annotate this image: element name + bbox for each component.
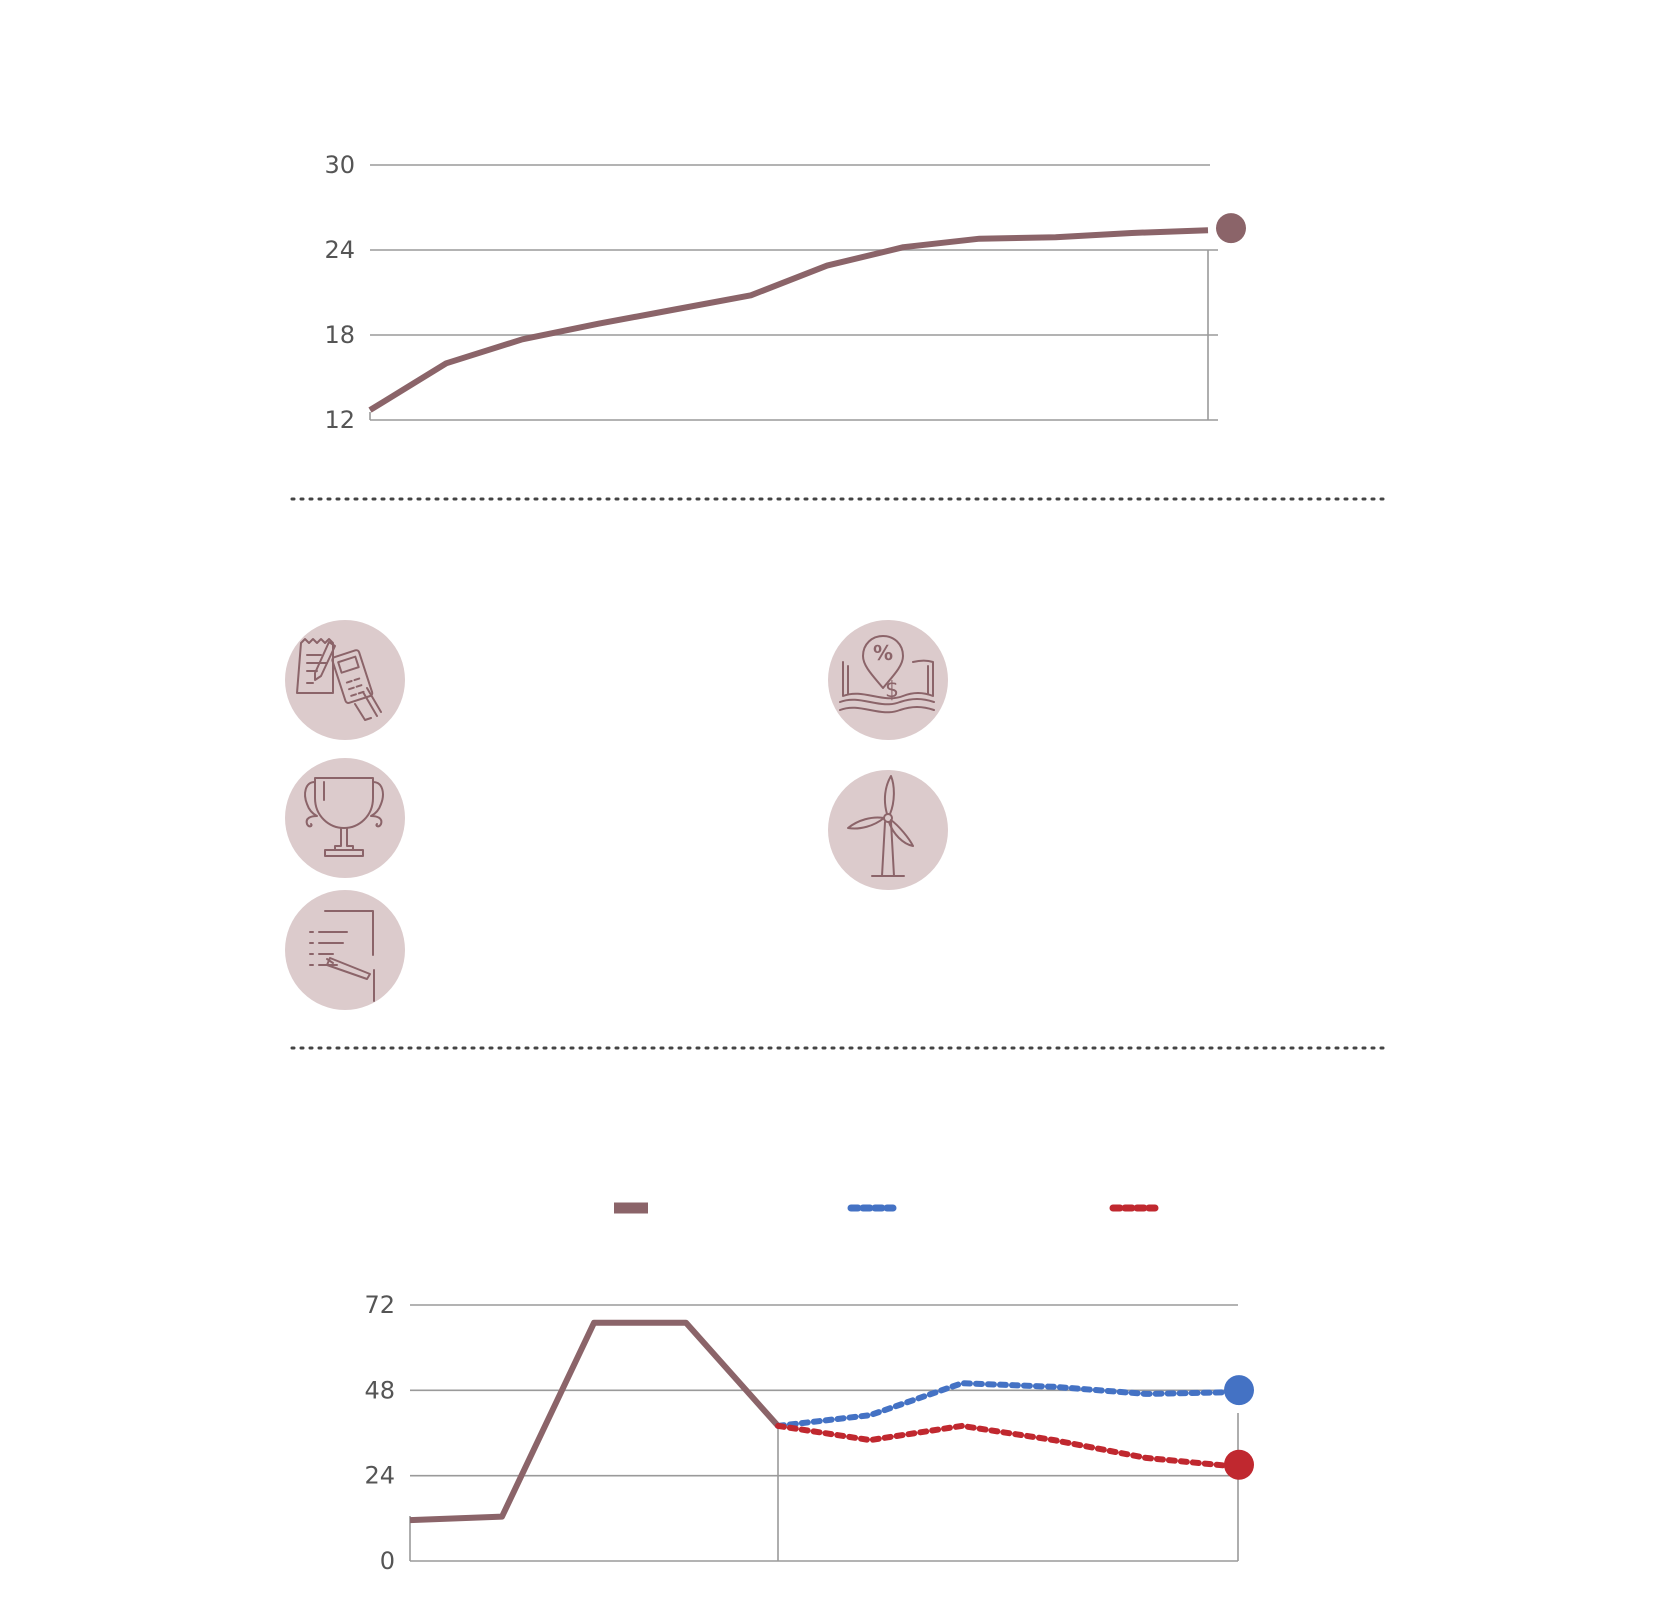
chart-1: 30 24 18 12	[324, 151, 1246, 434]
y-tick-label: 24	[324, 236, 355, 264]
document-pen-icon	[285, 890, 405, 1010]
series-line-0	[409, 1319, 781, 1524]
icons-section: % $	[285, 620, 948, 1010]
series-end-marker-2	[1224, 1449, 1254, 1480]
series-line-1	[775, 1380, 1241, 1429]
y-tick-label: 12	[324, 406, 355, 434]
wind-turbine-icon	[828, 770, 948, 890]
svg-text:$: $	[885, 678, 899, 703]
series-line-2	[775, 1422, 1241, 1470]
y-tick-label: 72	[364, 1291, 395, 1319]
series-end-marker-0	[1216, 213, 1246, 244]
chart-2: 72 48 24 0	[364, 1202, 1254, 1575]
y-tick-label: 30	[324, 151, 355, 179]
y-tick-label: 18	[324, 321, 355, 349]
series-end-marker-1	[1224, 1375, 1254, 1406]
receipt-calculator-icon	[285, 620, 405, 740]
trophy-icon	[285, 758, 405, 878]
svg-text:%: %	[873, 641, 893, 665]
y-tick-label: 0	[380, 1547, 395, 1575]
y-tick-label: 48	[364, 1376, 395, 1404]
y-tick-label: 24	[364, 1462, 395, 1490]
percent-pin-money-icon: % $	[828, 620, 948, 740]
series-line-0	[368, 227, 1209, 413]
